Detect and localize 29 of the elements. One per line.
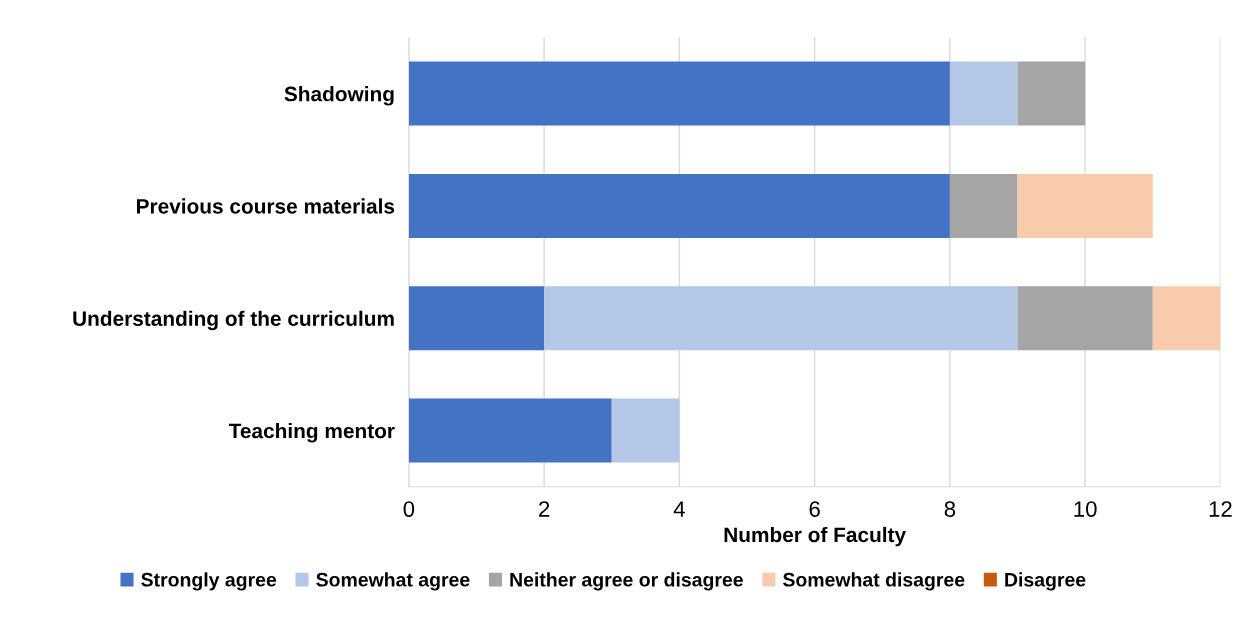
bar [408,398,612,463]
y-tick-label: Understanding of the curriculum [73,310,394,331]
legend-label: Strongly agree [141,572,277,591]
legend-label: Somewhat agree [316,572,470,591]
bar [949,61,1018,126]
bar [408,173,950,238]
bar [1017,286,1153,351]
y-tick-label: Previous course materials [137,198,395,214]
x-tick-label: 2 [539,501,550,517]
bar [1017,173,1153,238]
bar [1152,286,1221,351]
legend-label: Somewhat disagree [783,572,965,591]
legend-label: Neither agree or disagree [510,572,743,591]
x-axis-title: Number of Faculty [724,526,906,547]
y-tick-label: Teaching mentor [228,423,395,443]
x-tick-label: 4 [673,501,685,517]
bar [949,173,1018,238]
bar [408,61,950,126]
x-tick-label: 10 [1074,501,1097,517]
x-tick-label: 12 [1209,501,1232,517]
bar [408,286,545,351]
x-tick-label: 6 [809,501,820,517]
x-tick-label: 8 [944,501,956,517]
bar [544,286,1018,351]
bar [611,398,680,463]
legend-label: Disagree [1005,572,1086,591]
y-tick-label: Shadowing [284,86,394,106]
bar [1017,61,1086,126]
x-tick-label: 0 [403,501,415,517]
